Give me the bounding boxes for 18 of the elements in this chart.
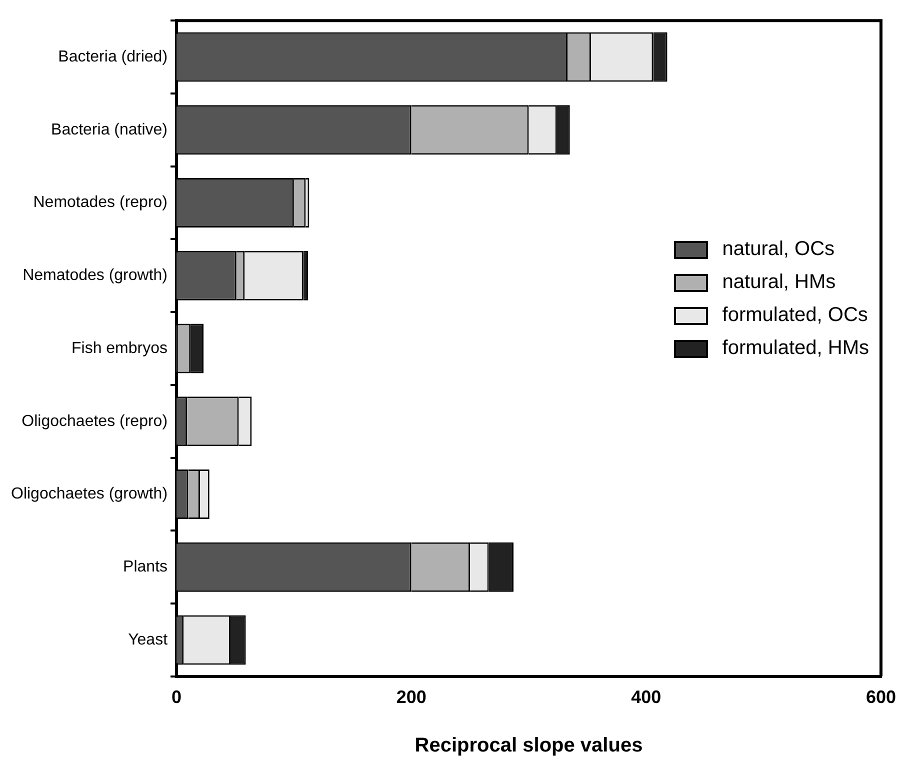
x-tick-label: 600 <box>866 687 896 708</box>
legend-label: natural, HMs <box>722 271 836 294</box>
y-tick-label: Yeast <box>128 631 168 648</box>
y-tick-label: Bacteria (dried) <box>58 48 168 66</box>
y-tick-label: Bacteria (native) <box>51 121 168 138</box>
x-tick-label: 0 <box>172 687 182 708</box>
y-tick-label: Plants <box>123 558 168 576</box>
legend-label: formulated, HMs <box>722 337 869 360</box>
y-tick-label: Nemotades (repro) <box>33 194 168 212</box>
y-tick-label: Nematodes (growth) <box>22 267 168 284</box>
x-tick-label: 400 <box>631 687 662 708</box>
y-tick-label: Oligochaetes (growth) <box>11 486 168 503</box>
y-tick-label: Fish embryos <box>71 340 168 357</box>
x-tick-label: 200 <box>396 687 426 708</box>
x-axis-title: Reciprocal slope values <box>414 734 643 757</box>
legend-label: formulated, OCs <box>722 304 868 327</box>
y-tick-label: Oligochaetes (repro) <box>22 412 168 430</box>
legend-label: natural, OCs <box>722 238 835 261</box>
